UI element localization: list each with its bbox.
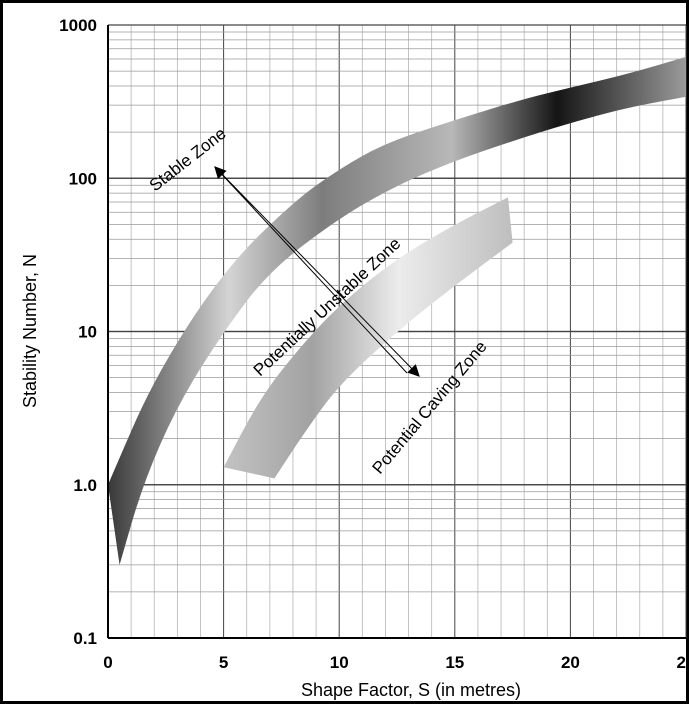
y-tick-label: 0.1 bbox=[73, 629, 97, 648]
lower-transition-band bbox=[223, 197, 513, 479]
x-tick-label: 15 bbox=[445, 653, 464, 672]
y-tick-label: 1.0 bbox=[73, 476, 97, 495]
y-tick-labels: 0.1 1.0 10 100 1000 bbox=[59, 16, 97, 648]
x-tick-label: 5 bbox=[219, 653, 228, 672]
y-axis-label: Stability Number, N bbox=[20, 254, 40, 408]
x-tick-label: 25 bbox=[677, 653, 689, 672]
arrow-toward-stable-zone bbox=[214, 166, 408, 374]
upper-transition-band bbox=[108, 56, 686, 565]
zone-bands bbox=[108, 56, 686, 565]
x-tick-label: 0 bbox=[103, 653, 112, 672]
x-tick-label: 20 bbox=[561, 653, 580, 672]
x-tick-label: 10 bbox=[330, 653, 349, 672]
y-tick-label: 100 bbox=[69, 169, 97, 188]
y-tick-label: 1000 bbox=[59, 16, 97, 35]
y-tick-label: 10 bbox=[78, 323, 97, 342]
arrow-toward-caving-zone bbox=[214, 166, 420, 377]
axes bbox=[107, 25, 686, 639]
x-tick-labels: 0 5 10 15 20 25 bbox=[103, 653, 689, 672]
x-axis-label: Shape Factor, S (in metres) bbox=[301, 680, 521, 700]
